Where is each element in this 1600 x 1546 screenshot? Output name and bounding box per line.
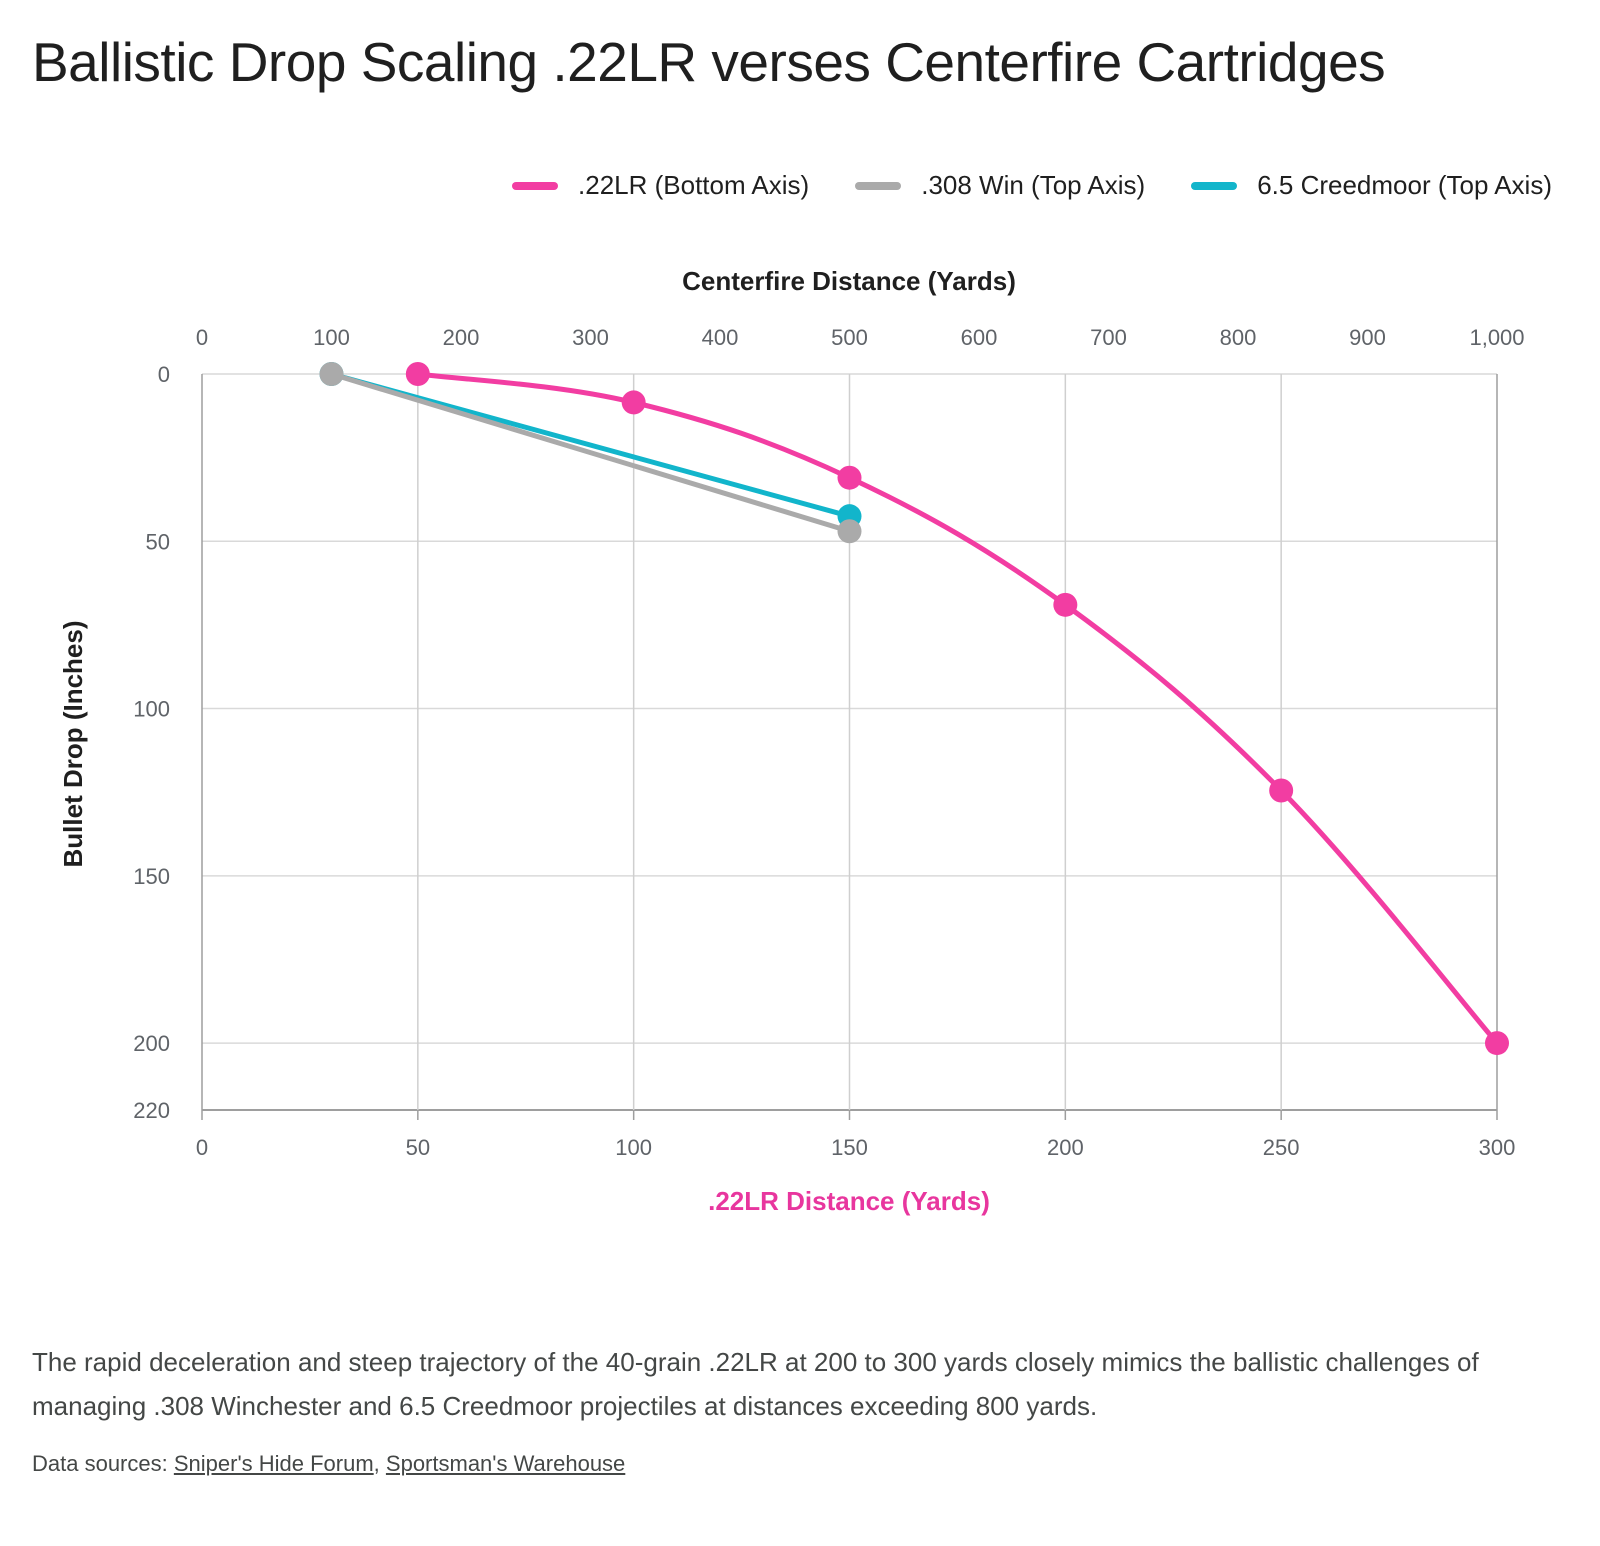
x-bottom-tick-label: 100 bbox=[615, 1135, 652, 1160]
legend-swatch-22lr bbox=[512, 181, 559, 190]
data-point-22lr bbox=[621, 390, 646, 415]
legend-label-308win: .308 Win (Top Axis) bbox=[921, 170, 1146, 200]
series bbox=[319, 362, 1509, 1056]
data-point-22lr bbox=[1053, 592, 1078, 617]
y-tick-label: 100 bbox=[133, 697, 170, 722]
source-link-snipers-hide[interactable]: Sniper's Hide Forum bbox=[173, 1451, 374, 1476]
x-top-tick-label: 800 bbox=[1220, 325, 1257, 350]
legend-label-65creedmoor: 6.5 Creedmoor (Top Axis) bbox=[1257, 170, 1552, 200]
y-tick-label: 200 bbox=[133, 1031, 170, 1056]
chart-canvas: Centerfire Distance (Yards) .22LR Distan… bbox=[58, 266, 1525, 1216]
sources-prefix: Data sources: bbox=[32, 1451, 174, 1476]
y-tick-label: 50 bbox=[146, 529, 170, 554]
axes: Centerfire Distance (Yards) .22LR Distan… bbox=[58, 266, 1525, 1216]
x-top-tick-label: 700 bbox=[1090, 325, 1127, 350]
data-point-22lr bbox=[1269, 778, 1294, 803]
data-sources: Data sources: Sniper's Hide Forum, Sport… bbox=[32, 1451, 625, 1477]
y-tick-label: 0 bbox=[158, 362, 170, 387]
gridlines bbox=[201, 373, 1498, 1120]
chart-caption: The rapid deceleration and steep traject… bbox=[32, 1347, 1479, 1421]
legend-swatch-65creedmoor bbox=[1191, 181, 1238, 190]
x-bottom-tick-label: 200 bbox=[1047, 1135, 1084, 1160]
legend-item-65creedmoor: 6.5 Creedmoor (Top Axis) bbox=[1191, 170, 1552, 201]
x-top-tick-label: 0 bbox=[196, 325, 208, 350]
legend-label-22lr: .22LR (Bottom Axis) bbox=[578, 170, 810, 200]
top-axis-title: Centerfire Distance (Yards) bbox=[682, 266, 1016, 296]
sources-separator: , bbox=[373, 1451, 386, 1476]
series-line-308 bbox=[329, 371, 852, 534]
bottom-axis-title: .22LR Distance (Yards) bbox=[708, 1186, 990, 1216]
chart-legend: .22LR (Bottom Axis) .308 Win (Top Axis) … bbox=[512, 170, 1552, 201]
x-bottom-tick-label: 250 bbox=[1263, 1135, 1300, 1160]
legend-swatch-308win bbox=[855, 181, 902, 190]
data-point-308 bbox=[837, 519, 862, 544]
x-top-tick-label: 100 bbox=[313, 325, 350, 350]
x-top-tick-label: 500 bbox=[831, 325, 868, 350]
x-top-tick-label: 400 bbox=[702, 325, 739, 350]
x-top-tick-label: 900 bbox=[1349, 325, 1386, 350]
x-top-tick-label: 1,000 bbox=[1469, 325, 1524, 350]
y-tick-label: 220 bbox=[133, 1098, 170, 1123]
x-bottom-tick-label: 150 bbox=[831, 1135, 868, 1160]
x-bottom-tick-label: 0 bbox=[196, 1135, 208, 1160]
y-axis-title: Bullet Drop (Inches) bbox=[58, 620, 88, 867]
data-point-22lr bbox=[1485, 1031, 1509, 1056]
y-tick-label: 150 bbox=[133, 864, 170, 889]
source-link-sportsmans-warehouse[interactable]: Sportsman's Warehouse bbox=[385, 1451, 626, 1476]
x-bottom-tick-label: 50 bbox=[406, 1135, 430, 1160]
data-point-308 bbox=[319, 362, 344, 386]
x-top-tick-label: 600 bbox=[961, 325, 998, 350]
legend-item-308win: .308 Win (Top Axis) bbox=[855, 170, 1145, 201]
data-point-22lr bbox=[405, 362, 430, 386]
x-bottom-tick-label: 300 bbox=[1479, 1135, 1516, 1160]
x-top-tick-label: 300 bbox=[572, 325, 609, 350]
data-point-22lr bbox=[837, 465, 862, 490]
legend-item-22lr: .22LR (Bottom Axis) bbox=[512, 170, 809, 201]
chart-title: Ballistic Drop Scaling .22LR verses Cent… bbox=[32, 31, 1386, 93]
x-top-tick-label: 200 bbox=[443, 325, 480, 350]
